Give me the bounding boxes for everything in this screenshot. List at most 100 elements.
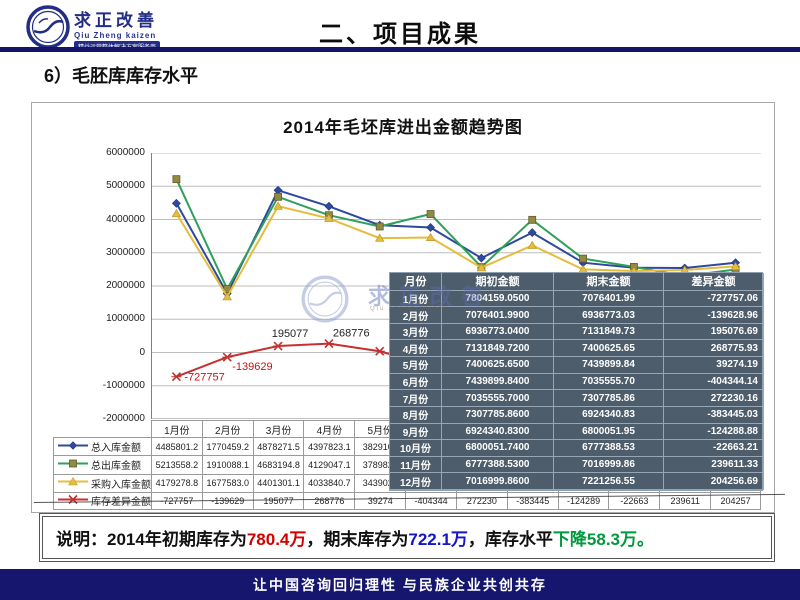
overlay-header: 期初金额 [442, 273, 554, 291]
month-header: 3月份 [252, 420, 304, 437]
table-cell: 239611 [659, 491, 711, 510]
point-label: 268776 [333, 328, 370, 340]
overlay-end-amount: 7076401.99 [554, 290, 664, 308]
table-cell: 39274 [354, 491, 406, 510]
table-cell: -404344 [405, 491, 456, 510]
statement-segment: 下降58.3万。 [552, 530, 655, 549]
table-cell: 4401301.1 [252, 473, 304, 492]
overlay-diff-amount: -727757.06 [664, 290, 764, 308]
summary-statement-box: 说明：2014年初期库存为780.4万，期末库存为722.1万，库存水平下降58… [39, 513, 775, 562]
overlay-diff-amount: -139628.96 [664, 307, 764, 324]
overlay-month: 11月份 [390, 456, 442, 474]
table-cell: 4397823.1 [303, 437, 355, 456]
y-tick-label: -1000000 [102, 379, 145, 391]
overlay-diff-amount: 268775.93 [664, 340, 764, 358]
header-bar: 求正改善 Qiu Zheng kaizen 精益运营整体解决方案服务商 二、项目… [0, 0, 800, 52]
legend-row-label: 总出库金额 [53, 455, 151, 474]
overlay-month: 8月份 [390, 406, 442, 424]
trend-chart: 2014年毛坯库进出金额趋势图 -727757 -139629 195077 2687… [31, 102, 785, 513]
overlay-month: 12月份 [390, 473, 442, 490]
overlay-diff-amount: 204256.69 [664, 473, 764, 490]
table-cell: 4033840.7 [303, 473, 355, 492]
table-cell: 272230 [455, 491, 507, 510]
y-tick-label: 5000000 [106, 180, 145, 192]
overlay-end-amount: 7221256.55 [554, 473, 664, 490]
y-tick-label: 3000000 [106, 246, 145, 258]
overlay-month: 5月份 [390, 357, 442, 374]
overlay-header: 月份 [390, 273, 442, 291]
overlay-month: 3月份 [390, 323, 442, 341]
logo-pinyin-text: Qiu Zheng kaizen [74, 31, 157, 40]
table-cell: 5213558.2 [151, 455, 202, 474]
summary-statement-text: 说明：2014年初期库存为780.4万，期末库存为722.1万，库存水平下降58… [56, 525, 654, 550]
legend-marker-icon [57, 476, 89, 490]
overlay-month: 4月份 [390, 340, 442, 358]
table-cell: 1770459.2 [201, 437, 253, 456]
overlay-diff-amount: 195076.69 [664, 323, 764, 341]
point-label: 195077 [272, 328, 309, 340]
overlay-end-amount: 6936773.03 [554, 307, 664, 324]
overlay-month: 7月份 [390, 390, 442, 407]
overlay-end-amount: 7035555.70 [554, 373, 664, 391]
overlay-diff-amount: 272230.16 [664, 390, 764, 407]
page-title: 二、项目成果 [319, 21, 481, 48]
legend-row-label: 总入库金额 [53, 437, 151, 456]
table-cell: 195077 [252, 491, 304, 510]
overlay-diff-amount: -22663.21 [664, 440, 764, 457]
y-tick-label: 1000000 [106, 313, 145, 325]
overlay-begin-amount: 7131849.7200 [442, 340, 554, 358]
table-cell: -139629 [201, 491, 253, 510]
overlay-diff-amount: -124288.88 [664, 423, 764, 441]
overlay-begin-amount: 7035555.7000 [442, 390, 554, 407]
month-header: 2月份 [201, 420, 253, 437]
overlay-month: 10月份 [390, 440, 442, 457]
statement-segment: ，期末库存为 [306, 530, 409, 549]
overlay-month: 6月份 [390, 373, 442, 391]
section-title: 6）毛胚库库存水平 [44, 66, 199, 86]
overlay-month: 1月份 [390, 290, 442, 308]
y-tick-label: -2000000 [102, 413, 145, 424]
chart-title: 2014年毛坯库进出金额趋势图 [283, 118, 523, 137]
month-header: 4月份 [303, 420, 355, 437]
table-cell: 204257 [710, 491, 761, 510]
overlay-end-amount: 6924340.83 [554, 406, 664, 424]
overlay-end-amount: 7131849.73 [554, 323, 664, 341]
overlay-begin-amount: 7439899.8400 [442, 373, 554, 391]
legend-row-label: 库存差异金额 [53, 491, 151, 510]
table-cell: 4129047.1 [303, 455, 355, 474]
overlay-end-amount: 7400625.65 [554, 340, 664, 358]
overlay-end-amount: 6800051.95 [554, 423, 664, 441]
overlay-header: 差异金额 [664, 273, 764, 291]
month-header: 1月份 [151, 420, 202, 437]
table-cell: 4683194.8 [252, 455, 304, 474]
legend-marker-icon [57, 458, 89, 472]
overlay-begin-amount: 7307785.8600 [442, 406, 554, 424]
legend-row-label: 采购入库金额 [53, 473, 151, 492]
overlay-diff-amount: -404344.14 [664, 373, 764, 391]
overlay-begin-amount: 7076401.9900 [442, 307, 554, 324]
table-cell: 4485801.2 [151, 437, 202, 456]
statement-segment: 说明：2014年初期库存为 [56, 530, 247, 549]
y-tick-label: 0 [139, 346, 145, 358]
table-cell: 1677583.0 [201, 473, 253, 492]
overlay-end-amount: 7439899.84 [554, 357, 664, 374]
point-label: -139629 [232, 361, 272, 373]
y-tick-label: 2000000 [106, 280, 145, 291]
table-cell: 4878271.5 [252, 437, 304, 456]
overlay-month: 2月份 [390, 307, 442, 324]
legend-marker-icon [57, 440, 89, 454]
footer-bar: 让中国咨询回归理性 与民族企业共创共存 [0, 569, 800, 600]
overlay-begin-amount: 6800051.7400 [442, 440, 554, 457]
table-cell: 268776 [303, 491, 355, 510]
overlay-begin-amount: 6777388.5300 [442, 456, 554, 474]
table-cell: 4179278.8 [151, 473, 202, 492]
overlay-begin-amount: 7400625.6500 [442, 357, 554, 374]
overlay-month: 9月份 [390, 423, 442, 441]
overlay-begin-amount: 7804159.0500 [442, 290, 554, 308]
overlay-diff-amount: -383445.03 [664, 406, 764, 424]
table-cell: -22663 [608, 491, 660, 510]
table-cell: -383445 [506, 491, 558, 510]
header-divider [0, 47, 800, 52]
statement-segment: 722.1万 [408, 530, 468, 549]
table-corner [53, 420, 151, 437]
